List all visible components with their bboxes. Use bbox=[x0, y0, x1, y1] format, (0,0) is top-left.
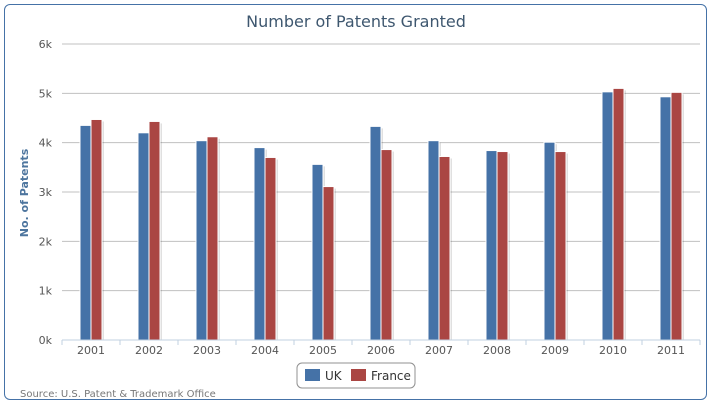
x-tick-label: 2011 bbox=[657, 344, 685, 357]
bar-france-2003[interactable] bbox=[206, 136, 219, 341]
x-tick-label: 2002 bbox=[135, 344, 163, 357]
bar-france-2006[interactable] bbox=[380, 149, 393, 341]
bar-uk-2004[interactable] bbox=[253, 147, 266, 341]
legend-swatch-france[interactable] bbox=[351, 369, 366, 381]
bar-uk-2010[interactable] bbox=[601, 91, 614, 341]
legend-swatch-uk[interactable] bbox=[305, 369, 320, 381]
bar-france-2011[interactable] bbox=[670, 91, 683, 341]
x-tick-label: 2009 bbox=[541, 344, 569, 357]
y-tick-label: 6k bbox=[39, 38, 53, 51]
bar-france-2007[interactable] bbox=[438, 155, 451, 341]
x-tick-labels: 2001 2002 2003 2004 2005 2006 2007 2008 2009 2010… bbox=[61, 340, 701, 357]
bar-uk-2003[interactable] bbox=[195, 140, 208, 341]
y-tick-labels: 0k 1k 2k 3k 4k 5k 6k bbox=[39, 38, 53, 347]
bar-france-2005[interactable] bbox=[322, 186, 335, 341]
y-tick-label: 2k bbox=[39, 235, 53, 248]
chart-frame bbox=[4, 4, 707, 400]
x-tick-label: 2010 bbox=[599, 344, 627, 357]
bar-uk-2007[interactable] bbox=[427, 140, 440, 341]
y-axis-label: No. of Patents bbox=[18, 148, 31, 237]
bar-uk-2009[interactable] bbox=[543, 141, 556, 341]
bar-uk-2005[interactable] bbox=[311, 163, 324, 341]
y-tick-label: 4k bbox=[39, 137, 53, 150]
bar-france-2009[interactable] bbox=[554, 151, 567, 341]
x-tick-label: 2005 bbox=[309, 344, 337, 357]
legend-label-uk[interactable]: UK bbox=[325, 369, 343, 383]
x-tick-label: 2004 bbox=[251, 344, 279, 357]
legend-label-france[interactable]: France bbox=[371, 369, 411, 383]
y-tick-label: 5k bbox=[39, 87, 53, 100]
bar-france-2002[interactable] bbox=[148, 120, 161, 341]
x-tick-label: 2008 bbox=[483, 344, 511, 357]
bar-uk-2002[interactable] bbox=[137, 132, 150, 341]
bar-france-2008[interactable] bbox=[496, 151, 509, 341]
x-tick-label: 2007 bbox=[425, 344, 453, 357]
bar-france-2001[interactable] bbox=[90, 118, 103, 341]
bar-uk-2006[interactable] bbox=[369, 125, 382, 341]
x-tick-label: 2006 bbox=[367, 344, 395, 357]
x-tick-label: 2003 bbox=[193, 344, 221, 357]
y-tick-label: 3k bbox=[39, 186, 53, 199]
x-tick-label: 2001 bbox=[77, 344, 105, 357]
y-tick-label: 1k bbox=[39, 285, 53, 298]
bar-uk-2001[interactable] bbox=[79, 124, 92, 341]
grid-lines bbox=[62, 43, 700, 292]
bar-group bbox=[79, 87, 684, 341]
bar-france-2004[interactable] bbox=[264, 156, 277, 341]
chart-title: Number of Patents Granted bbox=[246, 12, 466, 31]
bar-france-2010[interactable] bbox=[612, 87, 625, 341]
legend[interactable]: UK France bbox=[296, 362, 416, 389]
source-credit: Source: U.S. Patent & Trademark Office bbox=[20, 389, 216, 400]
y-tick-label: 0k bbox=[39, 334, 53, 347]
bar-uk-2011[interactable] bbox=[659, 96, 672, 341]
bar-uk-2008[interactable] bbox=[485, 150, 498, 341]
